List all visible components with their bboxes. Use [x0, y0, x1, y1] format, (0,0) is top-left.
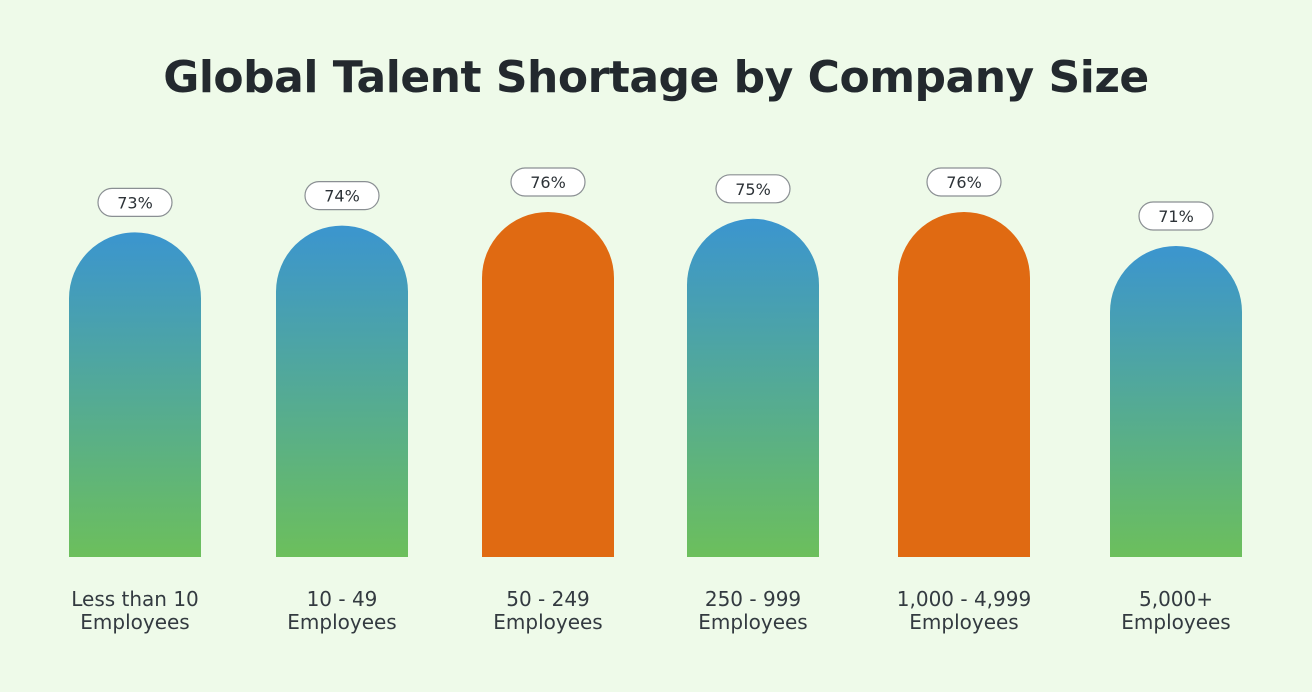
category-label-line: 10 - 49	[306, 587, 378, 611]
value-pill-0: 73%	[97, 187, 173, 217]
bar-1	[276, 225, 408, 557]
category-label-line: 250 - 999	[704, 587, 802, 611]
category-label-line: Employees	[698, 610, 808, 634]
bars-group	[69, 212, 1242, 557]
value-pill-3: 75%	[715, 174, 791, 204]
value-pill-bg	[304, 181, 380, 211]
bar-2	[482, 212, 614, 557]
value-pill-5: 71%	[1138, 201, 1214, 231]
category-label-1: 10 - 49 Employees	[232, 588, 452, 634]
bar-0	[69, 232, 201, 557]
value-label: 76%	[946, 173, 982, 192]
category-label-line: 50 - 249	[506, 587, 590, 611]
category-label-line: 1,000 - 4,999	[896, 587, 1032, 611]
value-label: 71%	[1158, 207, 1194, 226]
category-label-line: Employees	[1121, 610, 1231, 634]
category-label-5: 5,000+ Employees	[1066, 588, 1286, 634]
bar-3	[687, 218, 819, 557]
value-pill-bg	[510, 167, 586, 197]
value-pill-1: 74%	[304, 181, 380, 211]
value-label: 75%	[735, 180, 771, 199]
chart-title: Global Talent Shortage by Company Size	[163, 52, 1149, 103]
category-label-line: Employees	[287, 610, 397, 634]
category-label-4: 1,000 - 4,999 Employees	[854, 588, 1074, 634]
category-label-line: 5,000+	[1138, 587, 1213, 611]
value-labels-group: 73% 74% 76% 75% 76% 71%	[97, 167, 1214, 231]
category-label-line: Less than 10	[71, 587, 199, 611]
category-label-line: Employees	[80, 610, 190, 634]
bar-4	[898, 212, 1030, 557]
bar-5	[1110, 246, 1242, 557]
value-label: 74%	[324, 187, 360, 206]
category-label-line: Employees	[909, 610, 1019, 634]
value-pill-2: 76%	[510, 167, 586, 197]
value-pill-bg	[926, 167, 1002, 197]
value-pill-4: 76%	[926, 167, 1002, 197]
value-pill-bg	[1138, 201, 1214, 231]
value-pill-bg	[97, 187, 173, 217]
category-label-0: Less than 10 Employees	[25, 588, 245, 634]
value-label: 76%	[530, 173, 566, 192]
value-label: 73%	[117, 193, 153, 212]
category-label-2: 50 - 249 Employees	[438, 588, 658, 634]
value-pill-bg	[715, 174, 791, 204]
category-label-3: 250 - 999 Employees	[643, 588, 863, 634]
category-label-line: Employees	[493, 610, 603, 634]
